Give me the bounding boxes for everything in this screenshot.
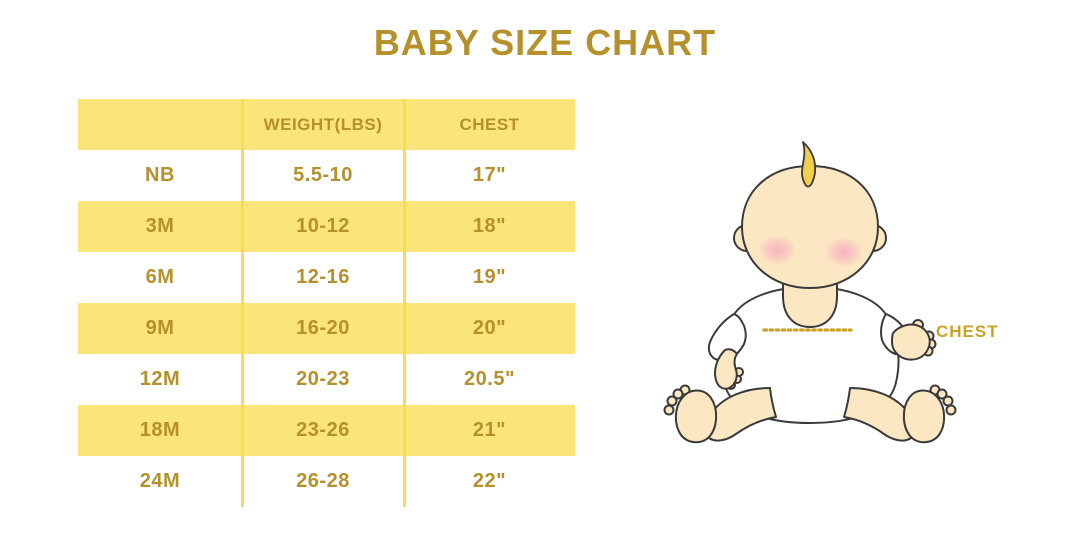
baby-hair-tuft [801, 141, 817, 188]
size-cell: 9M [145, 317, 175, 339]
baby-figure [663, 141, 957, 444]
column-header-chest: CHEST [459, 114, 520, 134]
size-cell: 6M [145, 266, 175, 288]
column-header-size [78, 99, 242, 150]
table-row: 9M 16-20 20" [78, 303, 575, 354]
page-title: BABY SIZE CHART [373, 22, 717, 63]
chest-cell: 20.5" [464, 368, 515, 390]
chest-cell: 18" [472, 215, 507, 237]
size-cell: 3M [145, 215, 175, 237]
chest-cell: 20" [472, 317, 507, 339]
chest-cell: 21" [472, 419, 507, 441]
size-table: WEIGHT(LBS) CHEST NB 5.5-10 17" 3M 10-12… [78, 99, 575, 507]
chest-cell: 17" [472, 164, 507, 186]
baby-leg-left [704, 387, 777, 442]
size-cell: 24M [139, 470, 181, 492]
table-row: 18M 23-26 21" [78, 405, 575, 456]
baby-foot-left [674, 389, 718, 444]
weight-cell: 26-28 [296, 470, 350, 492]
baby-foot-right [902, 389, 946, 444]
size-cell: NB [145, 164, 175, 186]
weight-cell: 10-12 [296, 215, 350, 237]
baby-neck [782, 275, 838, 328]
chest-cell: 22" [472, 470, 507, 492]
table-row: 12M 20-23 20.5" [78, 354, 575, 405]
baby-leg-right [843, 387, 916, 442]
size-cell: 18M [139, 419, 181, 441]
baby-fist-right [891, 323, 931, 361]
column-divider [241, 99, 244, 507]
weight-cell: 12-16 [296, 266, 350, 288]
table-row: 6M 12-16 19" [78, 252, 575, 303]
weight-cell: 23-26 [296, 419, 350, 441]
baby-blush-right [825, 237, 863, 267]
table-row: 24M 26-28 22" [78, 456, 575, 507]
table-row: 3M 10-12 18" [78, 201, 575, 252]
weight-cell: 20-23 [296, 368, 350, 390]
size-cell: 12M [139, 368, 181, 390]
column-divider [403, 99, 406, 507]
table-row: NB 5.5-10 17" [78, 150, 575, 201]
baby-blush-left [758, 235, 796, 265]
weight-cell: 5.5-10 [293, 164, 353, 186]
table-header-row: WEIGHT(LBS) CHEST [78, 99, 575, 150]
weight-cell: 16-20 [296, 317, 350, 339]
baby-illustration [663, 141, 957, 444]
column-header-weight: WEIGHT(LBS) [263, 114, 383, 134]
chest-measure-label: CHEST [936, 322, 999, 341]
baby-arm-left [714, 348, 738, 390]
chest-cell: 19" [472, 266, 507, 288]
